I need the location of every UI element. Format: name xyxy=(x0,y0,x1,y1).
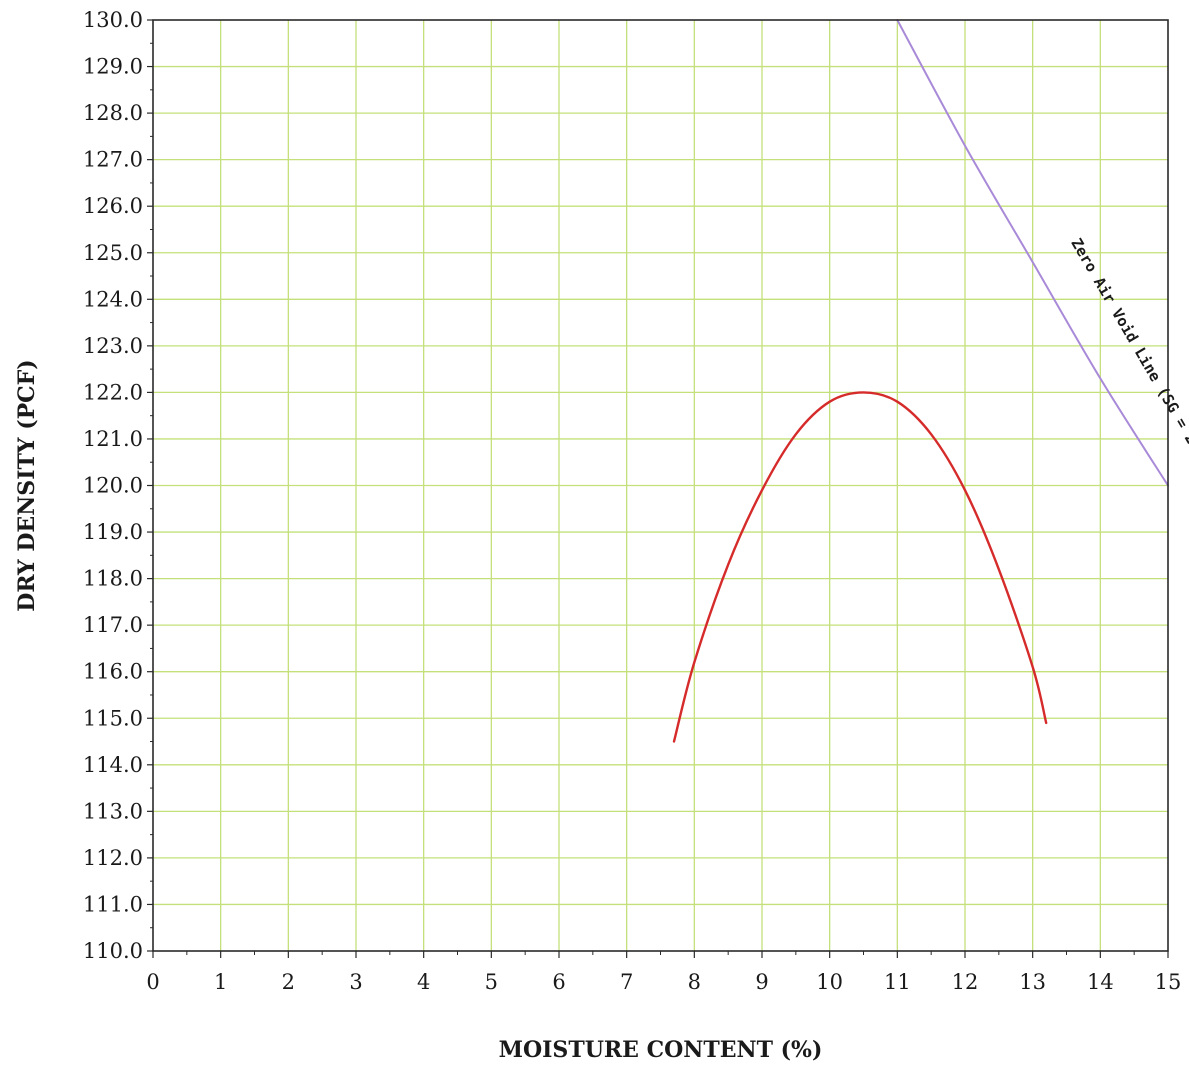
annotation-zero-air-void-label: Zero Air Void Line (SG = 2.70) xyxy=(1067,235,1189,478)
y-tick-label-114.0: 114.0 xyxy=(83,753,143,777)
x-tick-label-2: 2 xyxy=(282,970,295,994)
y-tick-label-125.0: 125.0 xyxy=(83,241,143,265)
axis-layer xyxy=(147,19,1169,958)
x-tick-label-10: 10 xyxy=(816,970,843,994)
x-tick-label-13: 13 xyxy=(1019,970,1046,994)
y-tick-label-111.0: 111.0 xyxy=(83,892,143,916)
x-tick-label-9: 9 xyxy=(755,970,768,994)
y-tick-label-121.0: 121.0 xyxy=(83,427,143,451)
y-tick-label-115.0: 115.0 xyxy=(83,706,143,730)
grid-layer xyxy=(153,20,1168,951)
x-tick-label-15: 15 xyxy=(1155,970,1182,994)
x-tick-label-14: 14 xyxy=(1087,970,1114,994)
y-tick-label-117.0: 117.0 xyxy=(83,613,143,637)
x-tick-label-1: 1 xyxy=(214,970,227,994)
series-line-zero-air-void-line xyxy=(896,19,1169,487)
series-line-compaction-curve xyxy=(672,391,1048,743)
y-tick-label-120.0: 120.0 xyxy=(83,474,143,498)
y-tick-label-112.0: 112.0 xyxy=(83,846,143,870)
y-tick-label-113.0: 113.0 xyxy=(83,799,143,823)
y-tick-label-110.0: 110.0 xyxy=(83,939,143,963)
x-tick-label-0: 0 xyxy=(146,970,159,994)
x-tick-label-3: 3 xyxy=(349,970,362,994)
x-tick-label-11: 11 xyxy=(884,970,911,994)
y-tick-label-124.0: 124.0 xyxy=(83,287,143,311)
annotation-layer: Zero Air Void Line (SG = 2.70) xyxy=(1067,235,1189,478)
y-tick-label-128.0: 128.0 xyxy=(83,101,143,125)
x-tick-label-7: 7 xyxy=(620,970,633,994)
x-axis-title: MOISTURE CONTENT (%) xyxy=(499,1037,823,1063)
y-tick-label-116.0: 116.0 xyxy=(83,660,143,684)
plot-frame xyxy=(152,19,1169,952)
y-tick-label-126.0: 126.0 xyxy=(83,194,143,218)
y-tick-label-118.0: 118.0 xyxy=(83,567,143,591)
y-tick-label-123.0: 123.0 xyxy=(83,334,143,358)
y-tick-label-129.0: 129.0 xyxy=(83,55,143,79)
y-tick-label-122.0: 122.0 xyxy=(83,380,143,404)
y-tick-label-119.0: 119.0 xyxy=(83,520,143,544)
x-tick-label-12: 12 xyxy=(952,970,979,994)
y-tick-label-127.0: 127.0 xyxy=(83,148,143,172)
y-tick-label-130.0: 130.0 xyxy=(83,8,143,32)
series-layer xyxy=(672,19,1169,743)
x-tick-label-6: 6 xyxy=(552,970,565,994)
x-tick-label-5: 5 xyxy=(485,970,498,994)
tick-layer: 0 1 2 3 4 5 6 7 8 9 10 11 12 13 14 15110.0111.0112.0113… xyxy=(83,8,1181,994)
x-tick-label-8: 8 xyxy=(688,970,701,994)
y-axis-title: DRY DENSITY (PCF) xyxy=(14,359,40,611)
x-tick-label-4: 4 xyxy=(417,970,430,994)
